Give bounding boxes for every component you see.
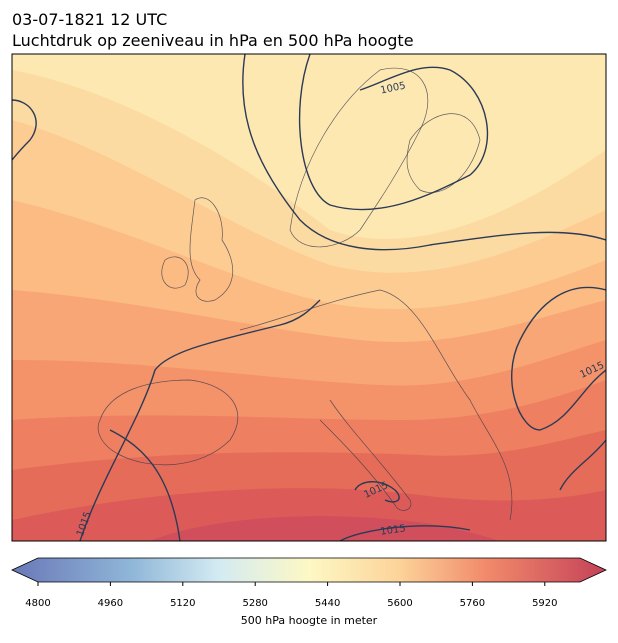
map <box>12 54 606 541</box>
isobar <box>559 439 606 491</box>
isobar <box>354 481 400 503</box>
isobar <box>339 525 471 541</box>
colorbar-tick-label: 5600 <box>387 598 412 609</box>
colorbar-tick-label: 4800 <box>25 598 50 609</box>
coastline <box>289 67 429 248</box>
colorbar-tick-label: 5280 <box>242 598 267 609</box>
title: 03-07-1821 12 UTC <box>12 10 167 29</box>
contour-label: 1015 <box>380 523 407 537</box>
isobar <box>109 429 181 541</box>
coastline <box>406 113 481 193</box>
isobar <box>511 286 606 431</box>
coastline <box>161 256 189 289</box>
colorbar-tick-label: 4960 <box>98 598 123 609</box>
coastline <box>97 379 239 466</box>
isobar <box>79 299 321 541</box>
colorbar-tick-label: 5760 <box>460 598 485 609</box>
isobar <box>298 54 489 211</box>
colorbar-tick-label: 5120 <box>170 598 195 609</box>
isobar <box>12 99 37 161</box>
subtitle: Luchtdruk op zeeniveau in hPa en 500 hPa… <box>12 31 414 50</box>
coastline <box>319 399 412 511</box>
band <box>150 516 500 541</box>
coastline <box>189 197 234 302</box>
coastline <box>239 289 513 521</box>
colorbar-tick-label: 5920 <box>532 598 557 609</box>
colorbar <box>11 557 607 583</box>
contour-label: 1005 <box>380 80 407 96</box>
isobar <box>242 54 606 251</box>
colorbar-label: 500 hPa hoogte in meter <box>241 614 378 627</box>
map-frame <box>11 53 607 542</box>
colorbar-tick-label: 5440 <box>315 598 340 609</box>
